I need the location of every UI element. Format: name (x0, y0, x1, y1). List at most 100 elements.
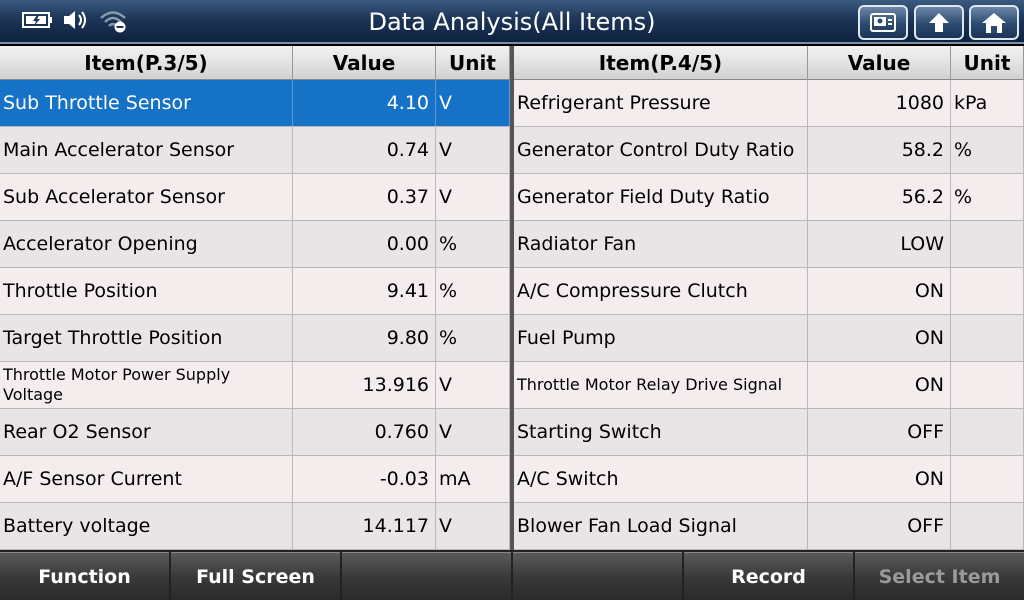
select-item-button: Select Item (855, 552, 1024, 600)
blank-function-button[interactable] (342, 552, 511, 600)
row-item-name: Rear O2 Sensor (0, 409, 293, 455)
row-item-name: A/C Compressure Clutch (514, 268, 808, 314)
row-value: LOW (808, 221, 951, 267)
back-arrow-icon (924, 10, 954, 36)
table-row[interactable]: Throttle Motor Relay Drive Signal ON (514, 362, 1024, 409)
table-header: Item(P.3/5) Value Unit (0, 46, 510, 80)
page-title: Data Analysis(All Items) (368, 8, 656, 36)
row-value: ON (808, 362, 951, 408)
header-item[interactable]: Item(P.3/5) (0, 46, 293, 80)
row-value: 1080 (808, 80, 951, 126)
row-item-name: Generator Control Duty Ratio (514, 127, 808, 173)
row-value: 9.80 (293, 315, 436, 361)
left-data-table: Item(P.3/5) Value Unit Sub Throttle Sens… (0, 46, 510, 550)
row-unit: V (436, 362, 510, 408)
screenshot-button[interactable] (858, 5, 908, 40)
row-unit: V (436, 503, 510, 549)
row-item-name: Fuel Pump (514, 315, 808, 361)
row-item-name: Sub Throttle Sensor (0, 80, 293, 126)
row-value: ON (808, 456, 951, 502)
table-row[interactable]: Generator Control Duty Ratio 58.2% (514, 127, 1024, 174)
back-button[interactable] (914, 5, 964, 40)
row-item-name: Accelerator Opening (0, 221, 293, 267)
table-row[interactable]: Throttle Motor Power Supply Voltage 13.91… (0, 362, 510, 409)
row-unit: % (951, 127, 1024, 173)
row-unit: % (436, 221, 510, 267)
battery-charging-icon (22, 11, 54, 33)
row-item-name: Radiator Fan (514, 221, 808, 267)
row-item-name: Refrigerant Pressure (514, 80, 808, 126)
row-value: 0.760 (293, 409, 436, 455)
speaker-icon[interactable] (62, 8, 90, 36)
table-row[interactable]: Sub Accelerator Sensor 0.37 V (0, 174, 510, 221)
table-row[interactable]: Target Throttle Position 9.80% (0, 315, 510, 362)
row-value: -0.03 (293, 456, 436, 502)
table-row[interactable]: Sub Throttle Sensor 4.10 V (0, 80, 510, 127)
row-unit (951, 221, 1024, 267)
full-screen-button[interactable]: Full Screen (171, 552, 340, 600)
row-item-name: Blower Fan Load Signal (514, 503, 808, 549)
row-item-name: A/C Switch (514, 456, 808, 502)
table-row[interactable]: A/C Compressure Clutch ON (514, 268, 1024, 315)
row-item-name: Sub Accelerator Sensor (0, 174, 293, 220)
row-unit: % (951, 174, 1024, 220)
row-value: OFF (808, 503, 951, 549)
title-bar: Data Analysis(All Items) (0, 0, 1024, 44)
row-unit (951, 409, 1024, 455)
row-unit (951, 362, 1024, 408)
table-body: Refrigerant Pressure 1080 kPa Generator Con… (514, 80, 1024, 550)
row-value: 0.00 (293, 221, 436, 267)
wifi-disabled-icon[interactable] (98, 7, 128, 37)
header-unit: Unit (436, 46, 510, 80)
row-value: 9.41 (293, 268, 436, 314)
row-unit: % (436, 268, 510, 314)
header-item[interactable]: Item(P.4/5) (514, 46, 808, 80)
table-row[interactable]: Generator Field Duty Ratio 56.2% (514, 174, 1024, 221)
status-icons (22, 8, 128, 36)
row-item-name: Throttle Position (0, 268, 293, 314)
table-row[interactable]: A/F Sensor Current -0.03 mA (0, 456, 510, 503)
row-value: 14.117 (293, 503, 436, 549)
table-row[interactable]: A/C Switch ON (514, 456, 1024, 503)
header-value: Value (293, 46, 436, 80)
table-row[interactable]: Refrigerant Pressure 1080 kPa (514, 80, 1024, 127)
row-value: 0.37 (293, 174, 436, 220)
row-value: 0.74 (293, 127, 436, 173)
table-row[interactable]: Battery voltage 14.117 V (0, 503, 510, 550)
function-bar: Function Full Screen Record Select Item (0, 550, 1024, 600)
table-row[interactable]: Fuel Pump ON (514, 315, 1024, 362)
row-item-name: A/F Sensor Current (0, 456, 293, 502)
row-unit: V (436, 174, 510, 220)
table-row[interactable]: Rear O2 Sensor 0.760 V (0, 409, 510, 456)
table-row[interactable]: Main Accelerator Sensor 0.74 V (0, 127, 510, 174)
row-item-name: Battery voltage (0, 503, 293, 549)
row-value: ON (808, 315, 951, 361)
row-unit (951, 268, 1024, 314)
record-button[interactable]: Record (684, 552, 853, 600)
row-unit: mA (436, 456, 510, 502)
table-row[interactable]: Blower Fan Load Signal OFF (514, 503, 1024, 550)
table-row[interactable]: Radiator Fan LOW (514, 221, 1024, 268)
table-header: Item(P.4/5) Value Unit (514, 46, 1024, 80)
header-value: Value (808, 46, 951, 80)
row-unit: V (436, 127, 510, 173)
row-unit (951, 315, 1024, 361)
table-row[interactable]: Starting Switch OFF (514, 409, 1024, 456)
row-unit: % (436, 315, 510, 361)
row-value: 4.10 (293, 80, 436, 126)
row-item-name: Starting Switch (514, 409, 808, 455)
function-button[interactable]: Function (0, 552, 169, 600)
row-value: 56.2 (808, 174, 951, 220)
table-row[interactable]: Throttle Position 9.41% (0, 268, 510, 315)
row-unit: kPa (951, 80, 1024, 126)
blank-function-button[interactable] (513, 552, 682, 600)
row-value: 13.916 (293, 362, 436, 408)
home-button[interactable] (969, 5, 1019, 40)
row-value: ON (808, 268, 951, 314)
row-unit: V (436, 409, 510, 455)
header-unit: Unit (951, 46, 1024, 80)
row-value: 58.2 (808, 127, 951, 173)
right-data-table: Item(P.4/5) Value Unit Refrigerant Press… (514, 46, 1024, 550)
table-row[interactable]: Accelerator Opening 0.00% (0, 221, 510, 268)
table-divider (510, 46, 514, 550)
